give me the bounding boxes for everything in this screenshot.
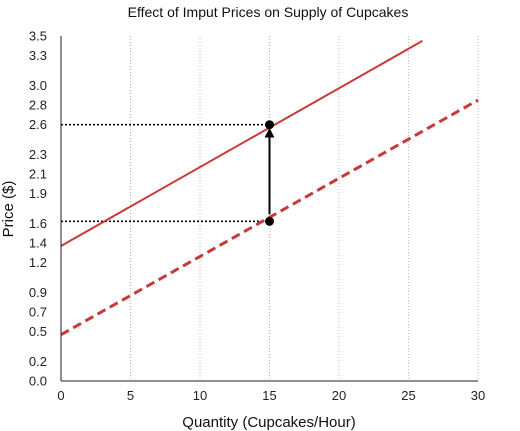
y-tick-label-6: 1.4 [29, 236, 47, 251]
y-tick-label-8: 1.9 [29, 186, 47, 201]
data-point-0 [265, 120, 274, 130]
x-axis-title: Quantity (Cupcakes/Hour) [182, 414, 355, 431]
grid [130, 36, 479, 381]
x-tick-label-3: 15 [262, 388, 276, 403]
y-tick-label-5: 1.2 [29, 255, 47, 270]
points [265, 120, 274, 226]
solid-supply-curve [60, 40, 423, 247]
y-tick-label-13: 3.0 [29, 78, 47, 93]
x-tick-label-2: 10 [193, 388, 207, 403]
y-tick-label-9: 2.1 [29, 167, 47, 182]
y-tick-label-1: 0.2 [29, 354, 47, 369]
axes [60, 36, 478, 382]
y-tick-label-7: 1.6 [29, 216, 47, 231]
y-tick-label-10: 2.3 [29, 147, 47, 162]
y-tick-label-4: 0.9 [29, 285, 47, 300]
y-tick-label-2: 0.5 [29, 324, 47, 339]
y-tick-label-15: 3.5 [29, 29, 47, 44]
y-tick-label-11: 2.6 [29, 117, 47, 132]
x-tick-label-1: 5 [127, 388, 134, 403]
y-tick-label-12: 2.8 [29, 98, 47, 113]
y-axis-title: Price ($) [0, 181, 17, 238]
x-tick-label-0: 0 [57, 388, 64, 403]
y-tick-labels: 0.0 0.2 0.5 0.7 0.9 1.2 1.4 1.6 1.9 2.1 2.3 2.6 2.8 3… [29, 29, 47, 389]
y-tick-label-14: 3.3 [29, 48, 47, 63]
x-tick-labels: 0 5 10 15 20 25 30 [57, 388, 485, 403]
x-tick-label-5: 25 [401, 388, 415, 403]
y-tick-label-3: 0.7 [29, 305, 47, 320]
x-tick-label-4: 20 [332, 388, 346, 403]
y-tick-label-0: 0.0 [29, 374, 47, 389]
data-point-1 [265, 216, 274, 226]
x-tick-label-6: 30 [471, 388, 485, 403]
chart-title: Effect of Imput Prices on Supply of Cupc… [128, 4, 409, 20]
guide-lines [61, 123, 270, 223]
